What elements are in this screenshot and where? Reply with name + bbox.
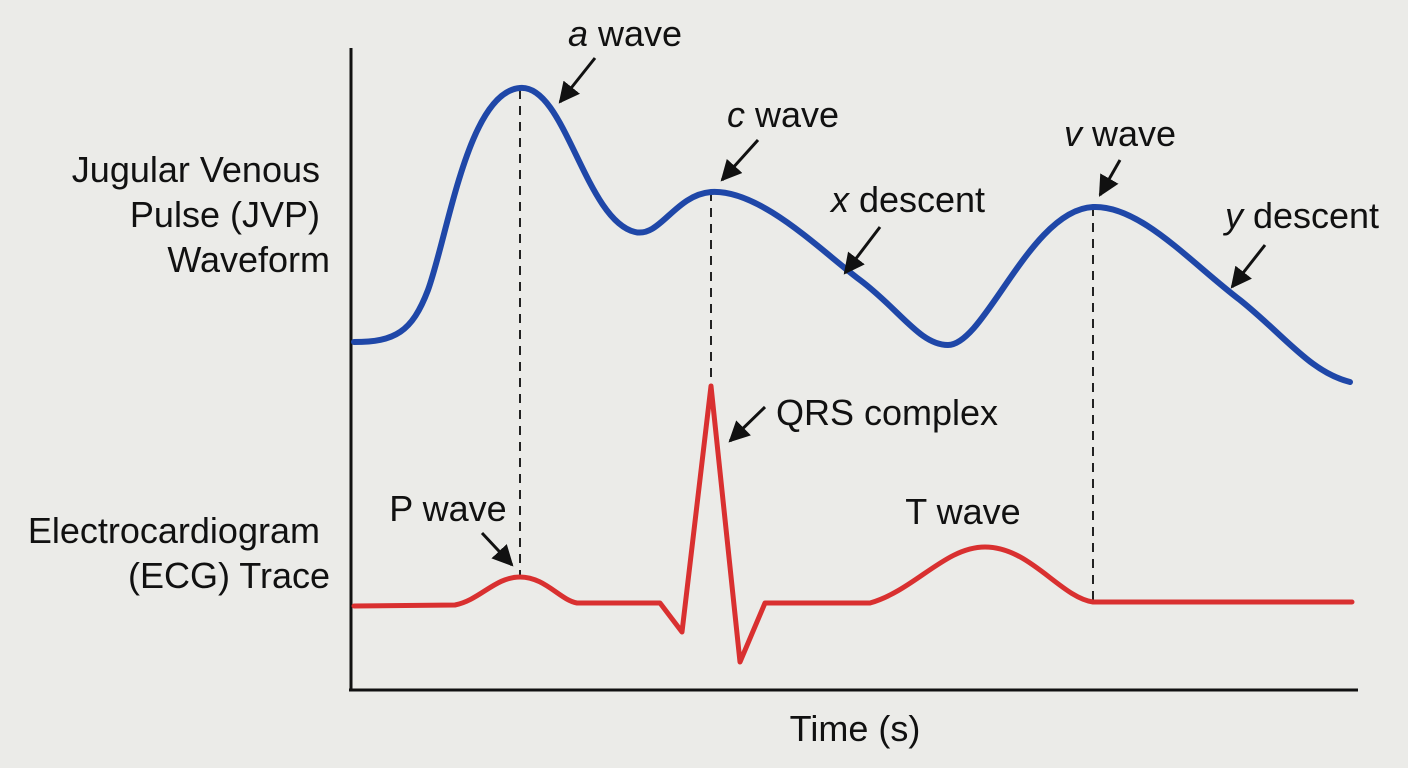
v-wave-arrow bbox=[1098, 159, 1122, 197]
a-wave-arrow bbox=[558, 57, 597, 104]
v-wave-letter: v bbox=[1064, 113, 1084, 154]
y-descent-label: y descent bbox=[1222, 195, 1379, 236]
jvp-row-label-line-3: Waveform bbox=[167, 239, 330, 280]
p-wave-arrow bbox=[480, 531, 514, 567]
qrs-complex-arrow bbox=[728, 405, 767, 443]
x-axis-label: Time (s) bbox=[790, 708, 921, 749]
v-wave-label: v wave bbox=[1064, 113, 1176, 154]
a-wave-letter: a bbox=[568, 13, 588, 54]
ecg-row-label: Electrocardiogram (ECG) Trace bbox=[28, 510, 330, 596]
ecg-trace-line bbox=[351, 383, 1355, 665]
jvp-row-label-line-1: Jugular Venous bbox=[72, 149, 320, 190]
a-wave-text: wave bbox=[588, 13, 682, 54]
c-wave-text: wave bbox=[745, 94, 839, 135]
jvp-row-label: Jugular Venous Pulse (JVP) Waveform bbox=[72, 149, 330, 280]
ecg-row-label-line-1: Electrocardiogram bbox=[28, 510, 320, 551]
qrs-complex-label: QRS complex bbox=[776, 392, 998, 433]
jvp-row-label-line-2: Pulse (JVP) bbox=[130, 194, 320, 235]
v-wave-text: wave bbox=[1082, 113, 1176, 154]
x-descent-text: descent bbox=[849, 179, 985, 220]
ecg-row-label-line-2: (ECG) Trace bbox=[128, 555, 330, 596]
y-descent-text: descent bbox=[1243, 195, 1379, 236]
x-descent-arrow bbox=[843, 226, 882, 275]
p-wave-label: P wave bbox=[389, 488, 506, 529]
y-descent-arrow bbox=[1230, 244, 1267, 289]
c-wave-arrow bbox=[720, 138, 760, 182]
y-descent-letter: y bbox=[1222, 195, 1245, 236]
c-wave-letter: c bbox=[727, 94, 745, 135]
jvp-waveform-curve bbox=[351, 84, 1353, 385]
x-descent-letter: x bbox=[829, 179, 851, 220]
t-wave-label: T wave bbox=[905, 491, 1020, 532]
c-wave-label: c wave bbox=[727, 94, 839, 135]
a-wave-label: a wave bbox=[568, 13, 682, 54]
x-descent-label: x descent bbox=[829, 179, 985, 220]
timing-guides bbox=[519, 90, 1094, 600]
